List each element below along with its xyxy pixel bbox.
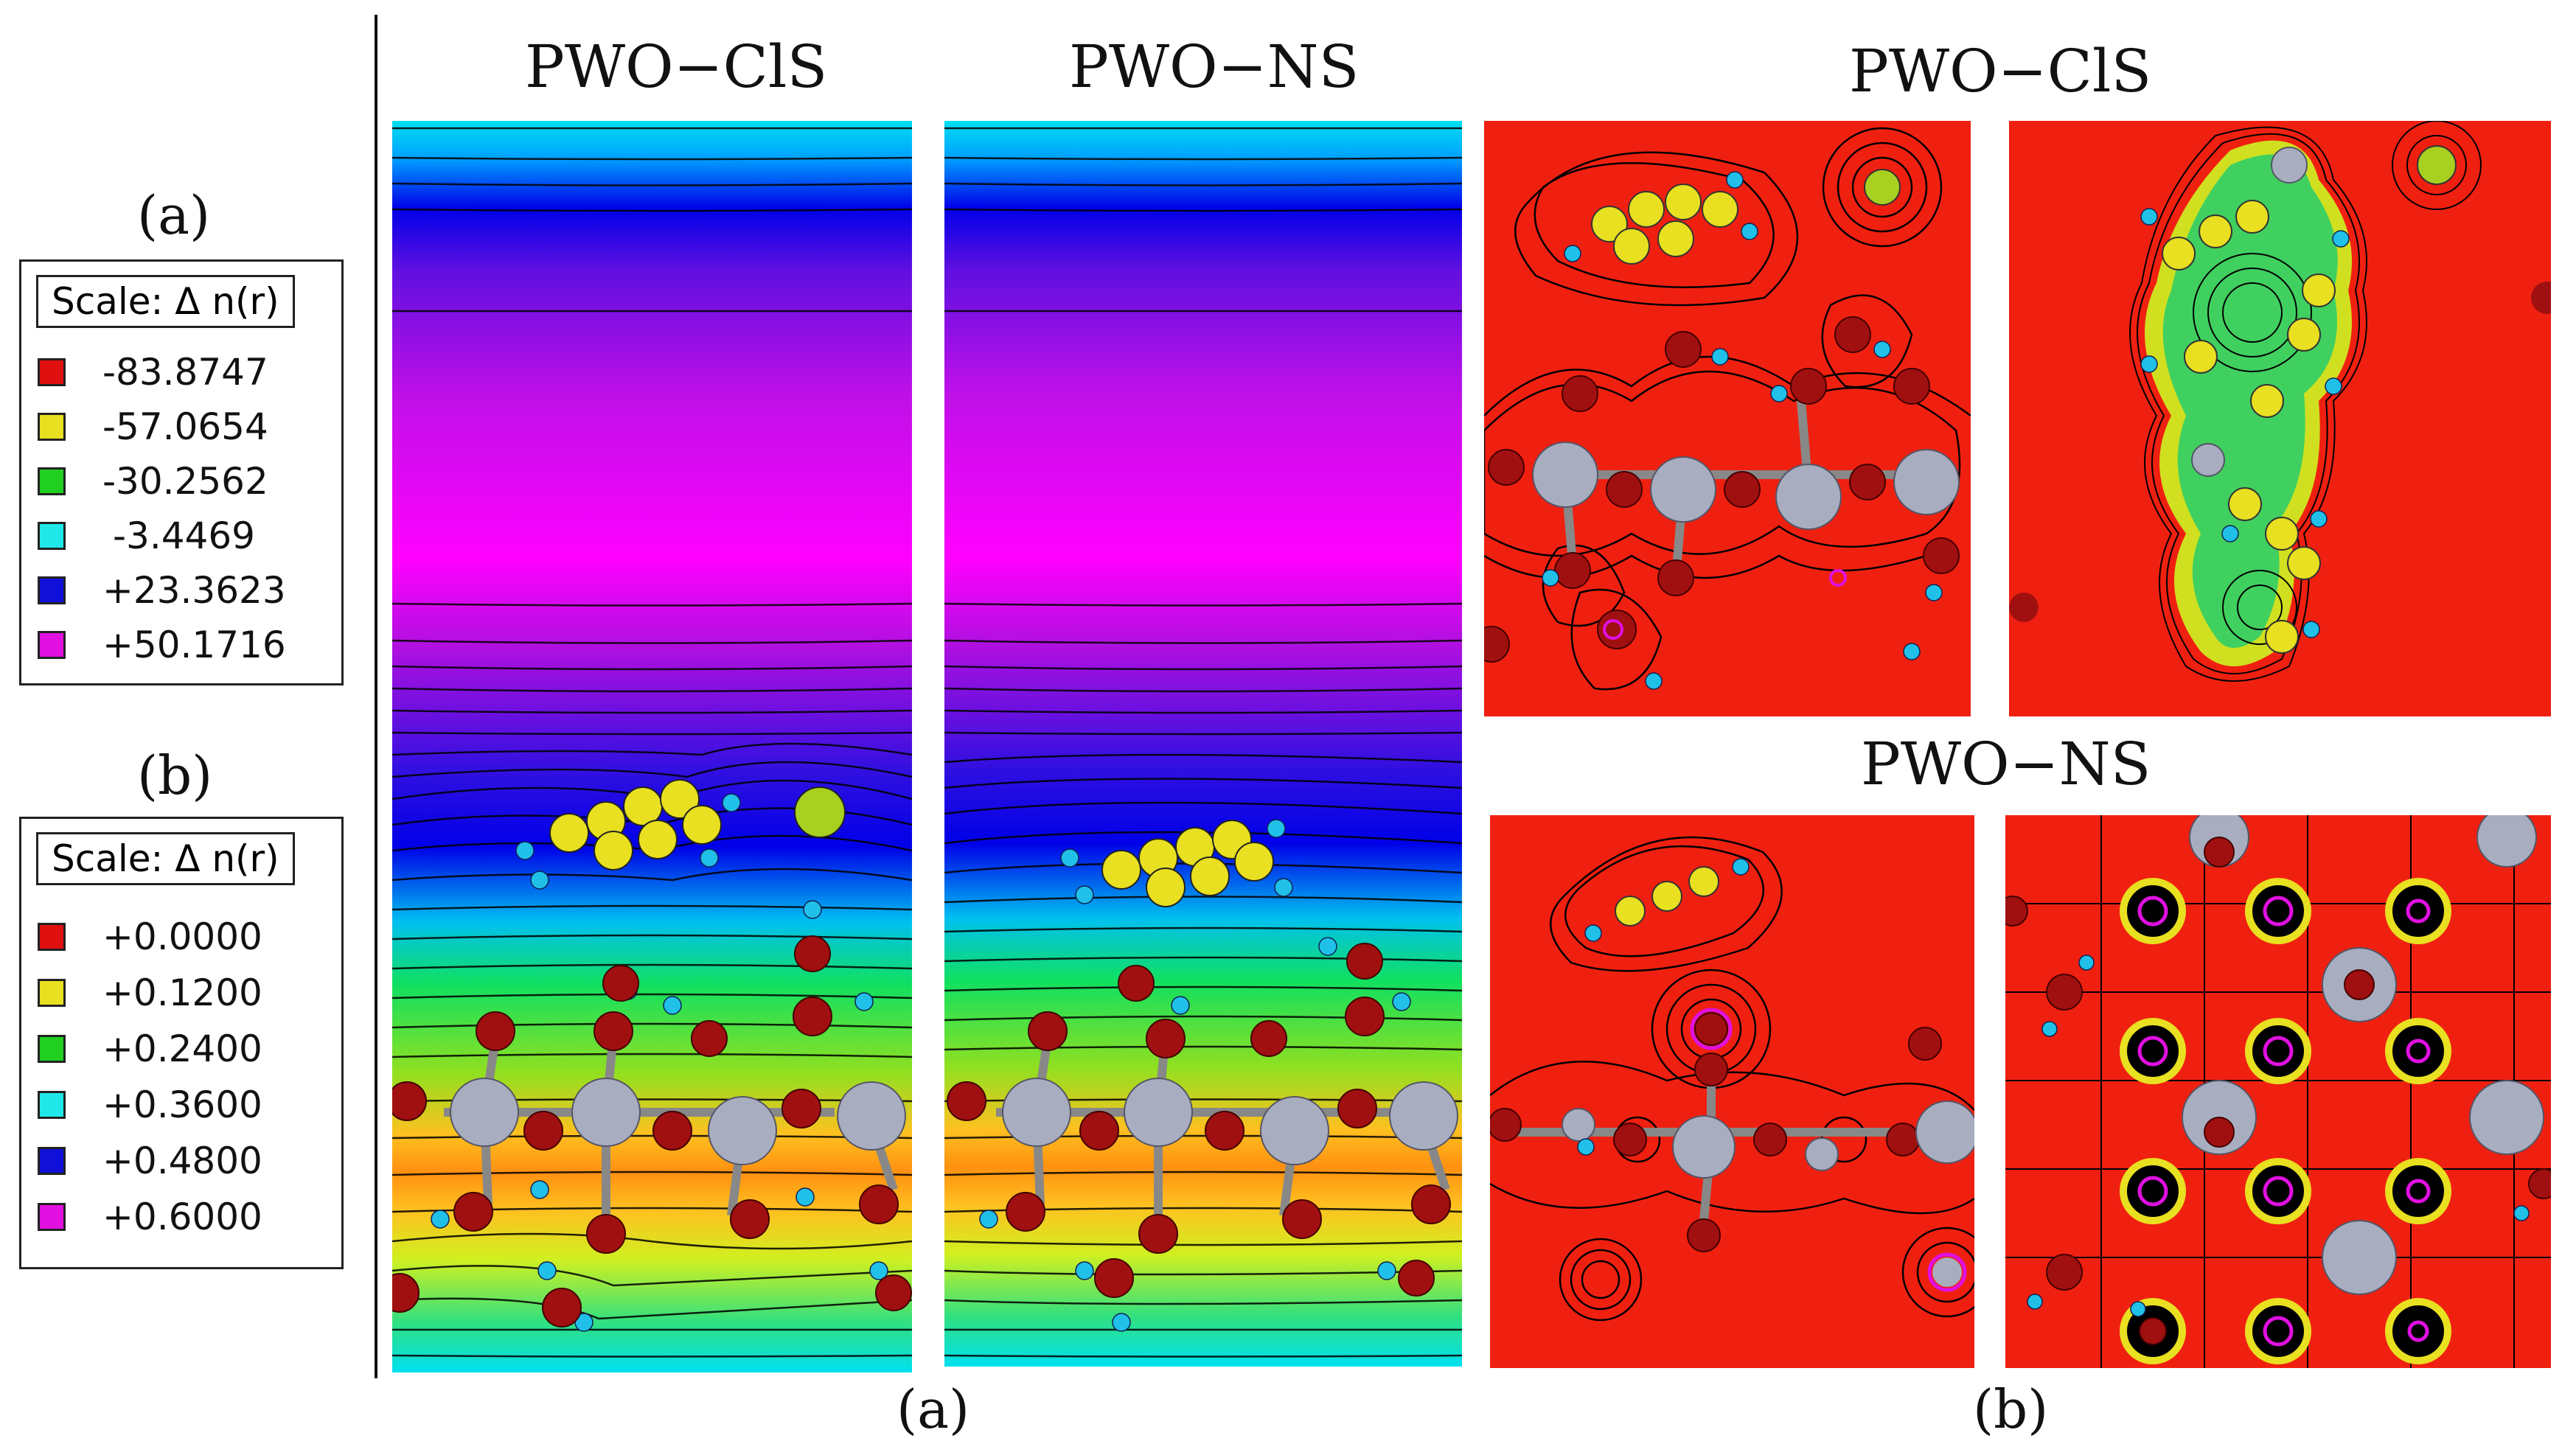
- panel-b-ns-side-view: [2005, 815, 2551, 1368]
- legend-a-value: -83.8747: [102, 351, 268, 394]
- legend-b: Scale: Δ n(r) +0.0000 +0.1200 +0.2400 +0…: [19, 817, 344, 1269]
- caption-a: (a): [897, 1378, 970, 1440]
- panel-a-clS-density-map: [392, 121, 912, 1372]
- legend-a-item: -57.0654: [38, 403, 268, 450]
- panel-a-ns-density-map: [944, 121, 1462, 1367]
- legend-b-item: +0.1200: [38, 969, 262, 1016]
- legend-b-value: +0.6000: [102, 1196, 262, 1238]
- legend-b-value: +0.2400: [102, 1027, 262, 1070]
- legend-a-value: -3.4469: [113, 514, 255, 557]
- title-panel-b-top: PWO−ClS: [1849, 37, 2152, 105]
- legend-a-item: -3.4469: [38, 512, 255, 559]
- legend-a-value: +23.3623: [102, 569, 286, 612]
- legend-a-value: +50.1716: [102, 624, 286, 666]
- legend-b-swatch-1: [38, 979, 66, 1007]
- legend-b-swatch-4: [38, 1147, 66, 1175]
- legend-b-swatch-5: [38, 1203, 66, 1231]
- molecule: [549, 779, 846, 870]
- panel-b-clS-top-view: [1484, 121, 1971, 716]
- panel-b-ns-top-view: [1490, 815, 1974, 1368]
- legend-a-item: -30.2562: [38, 458, 268, 505]
- legend-b-item: +0.4800: [38, 1137, 262, 1184]
- legend-a-value: -57.0654: [102, 405, 268, 448]
- panel-b-clS-side-view: [2009, 121, 2551, 716]
- legend-a-item: -83.8747: [38, 349, 268, 396]
- legend-a-item: +50.1716: [38, 621, 286, 669]
- legend-b-label: (b): [137, 744, 213, 806]
- title-panel-b-bottom: PWO−NS: [1861, 730, 2151, 798]
- legend-b-value: +0.1200: [102, 971, 262, 1014]
- divider-line: [375, 15, 377, 1378]
- legend-b-header: Scale: Δ n(r): [36, 832, 295, 885]
- legend-b-swatch-3: [38, 1091, 66, 1119]
- legend-b-item: +0.0000: [38, 913, 262, 960]
- legend-a-swatch-2: [38, 467, 66, 495]
- legend-b-value: +0.4800: [102, 1140, 262, 1182]
- legend-b-value: +0.3600: [102, 1084, 262, 1126]
- legend-b-item: +0.3600: [38, 1081, 262, 1128]
- legend-b-item: +0.6000: [38, 1193, 262, 1241]
- legend-a: Scale: Δ n(r) -83.8747 -57.0654 -30.2562…: [19, 259, 344, 685]
- legend-b-item: +0.2400: [38, 1025, 262, 1072]
- legend-a-value: -30.2562: [102, 460, 268, 503]
- legend-a-label: (a): [137, 184, 211, 246]
- legend-a-swatch-1: [38, 413, 66, 441]
- title-panel-a-right: PWO−NS: [1069, 32, 1360, 101]
- title-panel-a-left: PWO−ClS: [525, 32, 828, 101]
- caption-b: (b): [1973, 1378, 2049, 1440]
- legend-b-value: +0.0000: [102, 915, 262, 958]
- legend-b-swatch-0: [38, 923, 66, 951]
- legend-a-header: Scale: Δ n(r): [36, 275, 295, 328]
- legend-a-swatch-5: [38, 631, 66, 659]
- legend-a-swatch-0: [38, 358, 66, 386]
- legend-a-item: +23.3623: [38, 567, 286, 614]
- legend-a-swatch-3: [38, 522, 66, 550]
- legend-b-swatch-2: [38, 1035, 66, 1063]
- legend-a-swatch-4: [38, 576, 66, 604]
